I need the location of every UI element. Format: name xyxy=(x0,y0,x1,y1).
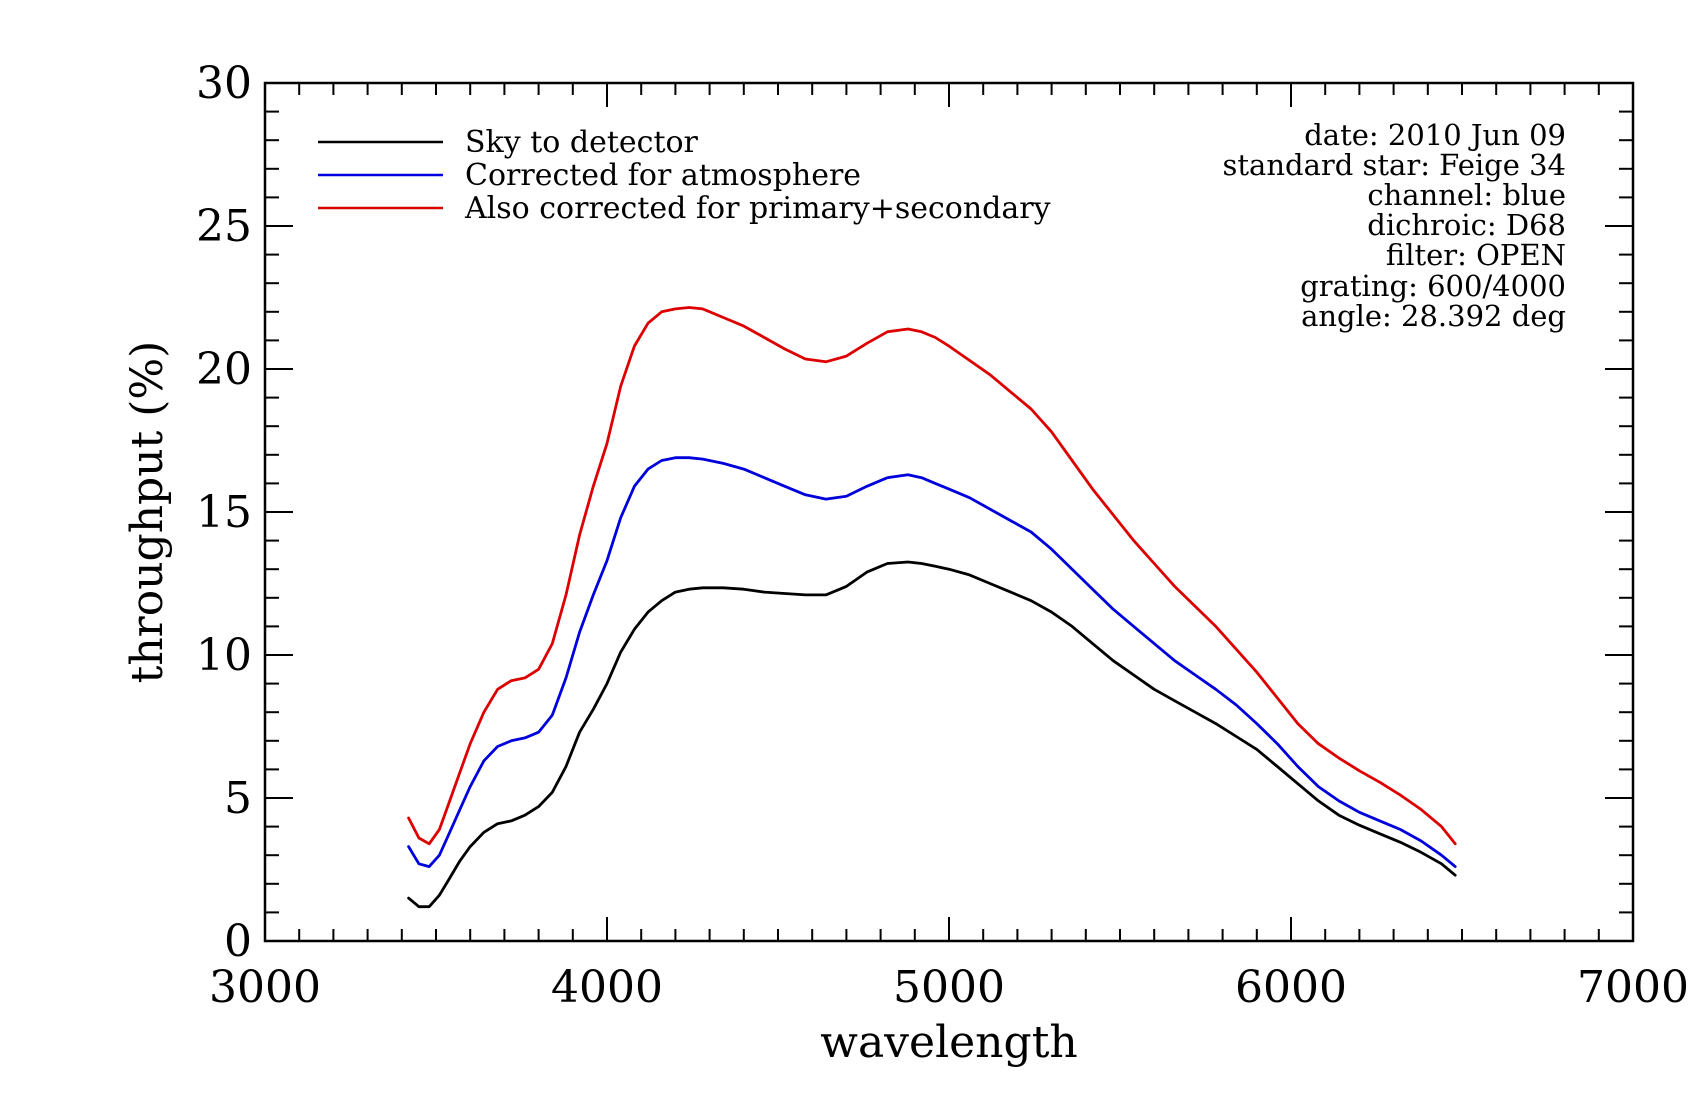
series-line-2 xyxy=(407,306,1457,846)
y-tick-label: 25 xyxy=(196,201,252,252)
y-tick-label: 15 xyxy=(196,487,252,538)
legend-label-primary-secondary: Also corrected for primary+secondary xyxy=(464,191,1051,226)
series-lines xyxy=(407,306,1457,909)
x-tick-label: 4000 xyxy=(551,962,663,1013)
x-tick-labels: 3000 4000 5000 6000 7000 xyxy=(209,962,1689,1013)
y-tick-label: 20 xyxy=(196,344,252,395)
x-axis-title: wavelength xyxy=(820,1017,1077,1068)
info-filter: filter: OPEN xyxy=(1386,238,1566,272)
legend-label-sky: Sky to detector xyxy=(465,125,699,160)
y-tick-label: 10 xyxy=(196,630,252,681)
x-tick-label: 5000 xyxy=(893,962,1005,1013)
y-tick-labels: 0 5 10 15 20 25 30 xyxy=(196,58,252,967)
plot-frame xyxy=(263,81,1635,943)
info-dichroic: dichroic: D68 xyxy=(1367,208,1566,242)
series-line-1 xyxy=(407,456,1457,868)
x-tick-label: 3000 xyxy=(209,962,321,1013)
info-standard-star: standard star: Feige 34 xyxy=(1223,148,1567,182)
y-tick-label: 0 xyxy=(224,916,252,967)
observation-info: date: 2010 Jun 09 standard star: Feige 3… xyxy=(1223,118,1567,333)
info-channel: channel: blue xyxy=(1367,178,1566,212)
x-tick-label: 7000 xyxy=(1577,962,1689,1013)
series-line-0 xyxy=(407,560,1457,909)
y-axis-title: throughput (%) xyxy=(122,341,173,684)
info-grating: grating: 600/4000 xyxy=(1300,269,1566,303)
y-tick-label: 5 xyxy=(224,773,252,824)
info-date: date: 2010 Jun 09 xyxy=(1304,118,1566,152)
info-angle: angle: 28.392 deg xyxy=(1301,299,1566,333)
legend-label-atmosphere: Corrected for atmosphere xyxy=(465,158,861,193)
y-tick-label: 30 xyxy=(196,58,252,109)
x-tick-label: 6000 xyxy=(1235,962,1347,1013)
legend: Sky to detector Corrected for atmosphere… xyxy=(318,125,1051,226)
